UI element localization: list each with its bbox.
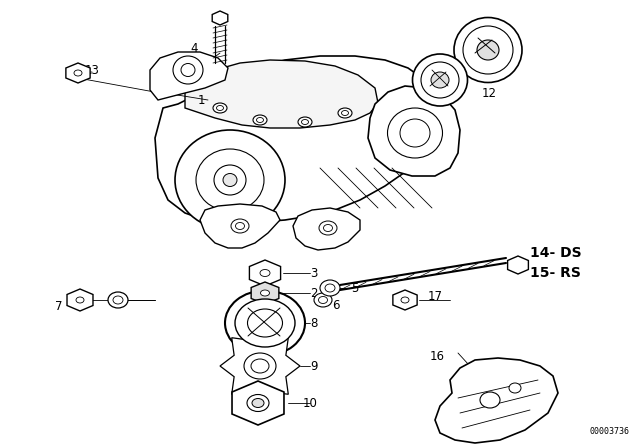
Text: 9: 9 [310, 359, 318, 372]
Text: 4: 4 [191, 42, 198, 55]
Ellipse shape [253, 115, 267, 125]
Ellipse shape [338, 108, 352, 118]
Polygon shape [67, 289, 93, 311]
Ellipse shape [113, 296, 123, 304]
Ellipse shape [421, 62, 459, 98]
Polygon shape [250, 260, 280, 286]
Text: 10: 10 [303, 396, 318, 409]
Text: 7: 7 [54, 300, 62, 313]
Polygon shape [435, 358, 558, 443]
Ellipse shape [431, 72, 449, 88]
Text: 1: 1 [198, 94, 205, 107]
Ellipse shape [181, 64, 195, 77]
Polygon shape [251, 282, 279, 304]
Text: 16: 16 [430, 349, 445, 362]
Ellipse shape [213, 103, 227, 113]
Polygon shape [508, 256, 529, 274]
Polygon shape [200, 204, 280, 248]
Ellipse shape [463, 26, 513, 74]
Text: 6: 6 [333, 298, 340, 311]
Ellipse shape [76, 297, 84, 303]
Text: 15- RS: 15- RS [530, 266, 581, 280]
Ellipse shape [235, 299, 295, 347]
Ellipse shape [325, 284, 335, 292]
Polygon shape [220, 326, 300, 406]
Ellipse shape [319, 297, 328, 303]
Ellipse shape [477, 40, 499, 60]
Ellipse shape [244, 353, 276, 379]
Text: 8: 8 [310, 316, 318, 329]
Polygon shape [232, 381, 284, 425]
Ellipse shape [342, 111, 349, 116]
Text: 12: 12 [482, 86, 497, 99]
Text: 2: 2 [310, 287, 318, 300]
Polygon shape [368, 86, 460, 176]
Ellipse shape [74, 70, 82, 76]
Polygon shape [150, 52, 228, 100]
Text: 00003736: 00003736 [590, 427, 630, 436]
Ellipse shape [247, 395, 269, 412]
Ellipse shape [509, 383, 521, 393]
Ellipse shape [260, 290, 269, 296]
Ellipse shape [314, 293, 332, 307]
Ellipse shape [400, 119, 430, 147]
Ellipse shape [413, 54, 467, 106]
Ellipse shape [223, 173, 237, 186]
Ellipse shape [401, 297, 409, 303]
Ellipse shape [196, 149, 264, 211]
Ellipse shape [175, 130, 285, 230]
Polygon shape [66, 63, 90, 83]
Polygon shape [293, 208, 360, 250]
Text: 17: 17 [428, 289, 443, 302]
Text: 11: 11 [417, 86, 432, 99]
Ellipse shape [236, 223, 244, 229]
Ellipse shape [173, 56, 203, 84]
Ellipse shape [298, 117, 312, 127]
Ellipse shape [319, 221, 337, 235]
Ellipse shape [252, 399, 264, 408]
Polygon shape [155, 56, 435, 223]
Ellipse shape [260, 270, 270, 276]
Ellipse shape [257, 117, 264, 122]
Ellipse shape [214, 165, 246, 195]
Text: 13: 13 [85, 64, 100, 77]
Ellipse shape [248, 309, 282, 337]
Ellipse shape [480, 392, 500, 408]
Polygon shape [185, 60, 378, 128]
Ellipse shape [231, 219, 249, 233]
Ellipse shape [216, 105, 223, 111]
Ellipse shape [108, 292, 128, 308]
Polygon shape [393, 290, 417, 310]
Ellipse shape [320, 280, 340, 296]
Text: 5: 5 [351, 281, 358, 294]
Ellipse shape [454, 17, 522, 82]
Ellipse shape [251, 359, 269, 373]
Ellipse shape [301, 120, 308, 125]
Ellipse shape [323, 224, 333, 232]
Text: 3: 3 [310, 267, 318, 280]
Ellipse shape [225, 290, 305, 356]
Ellipse shape [387, 108, 442, 158]
Text: 14- DS: 14- DS [530, 246, 582, 260]
Polygon shape [212, 11, 228, 25]
